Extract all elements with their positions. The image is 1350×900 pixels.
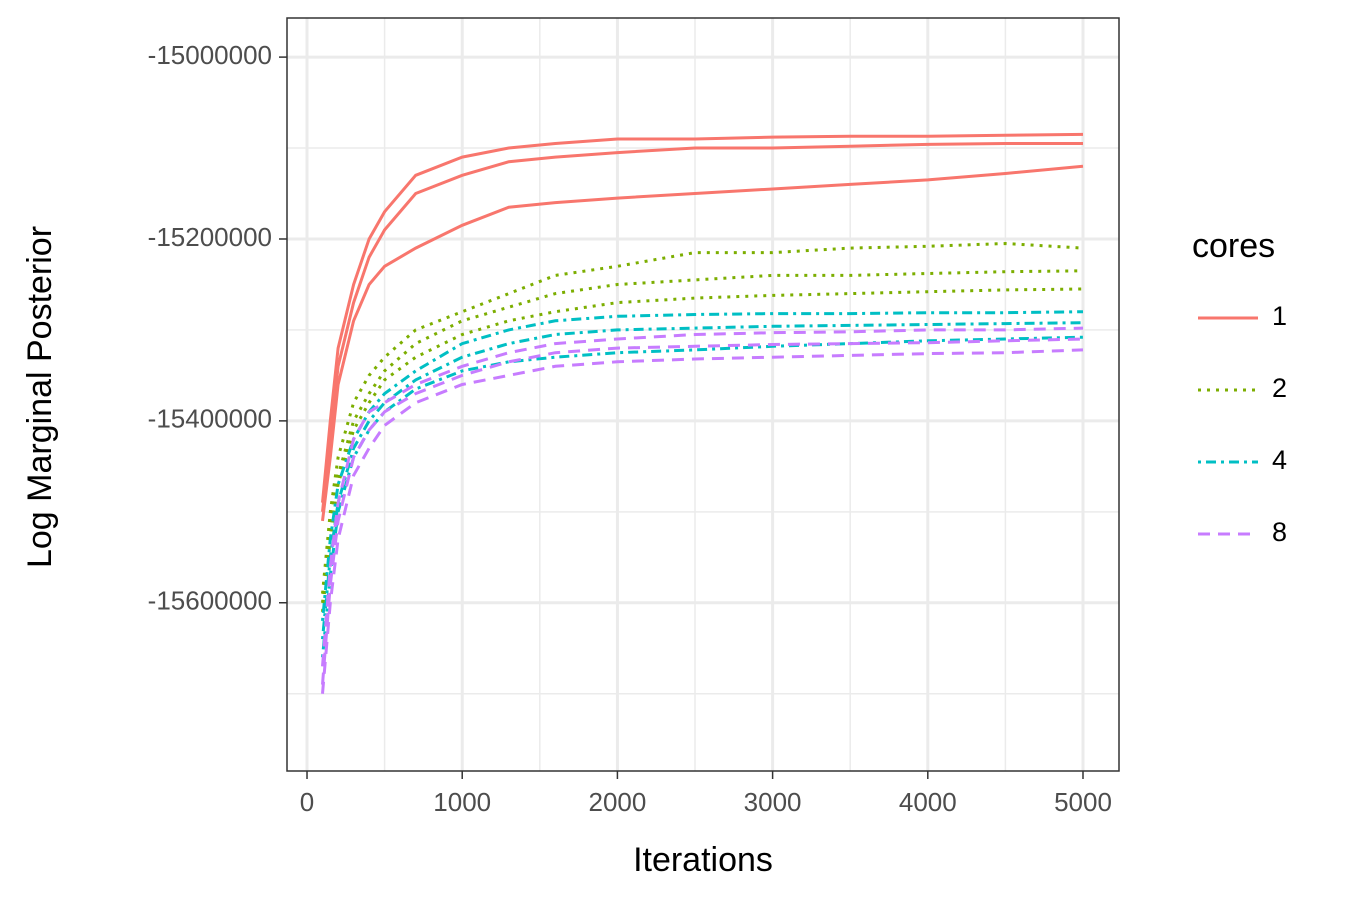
series-line bbox=[321, 337, 1084, 685]
x-tick-label: 5000 bbox=[1054, 787, 1112, 817]
y-axis-title: Log Marginal Posterior bbox=[21, 226, 59, 568]
series-line bbox=[321, 164, 1084, 522]
series-line bbox=[321, 142, 1083, 512]
y-tick-label: -15600000 bbox=[148, 586, 272, 616]
x-tick-label: 1000 bbox=[433, 787, 491, 817]
x-tick-label: 3000 bbox=[744, 787, 802, 817]
x-tick-label: 0 bbox=[300, 787, 314, 817]
grid bbox=[287, 18, 1119, 771]
series-line bbox=[321, 348, 1084, 694]
y-tick-label: -15000000 bbox=[148, 40, 272, 70]
y-tick-label: -15400000 bbox=[148, 404, 272, 434]
series-line bbox=[321, 326, 1084, 667]
legend-label: 4 bbox=[1272, 445, 1287, 475]
x-tick-label: 2000 bbox=[588, 787, 646, 817]
y-tick-label: -15200000 bbox=[148, 222, 272, 252]
x-axis-title: Iterations bbox=[633, 841, 773, 879]
x-tick-label: 4000 bbox=[899, 787, 957, 817]
lines bbox=[321, 132, 1084, 694]
legend-title: cores bbox=[1192, 227, 1275, 265]
panel-border bbox=[286, 17, 1120, 772]
series-line bbox=[321, 132, 1084, 503]
legend-label: 2 bbox=[1272, 373, 1287, 403]
series-line bbox=[321, 310, 1084, 622]
legend-label: 8 bbox=[1272, 517, 1287, 547]
legend-label: 1 bbox=[1272, 301, 1287, 331]
